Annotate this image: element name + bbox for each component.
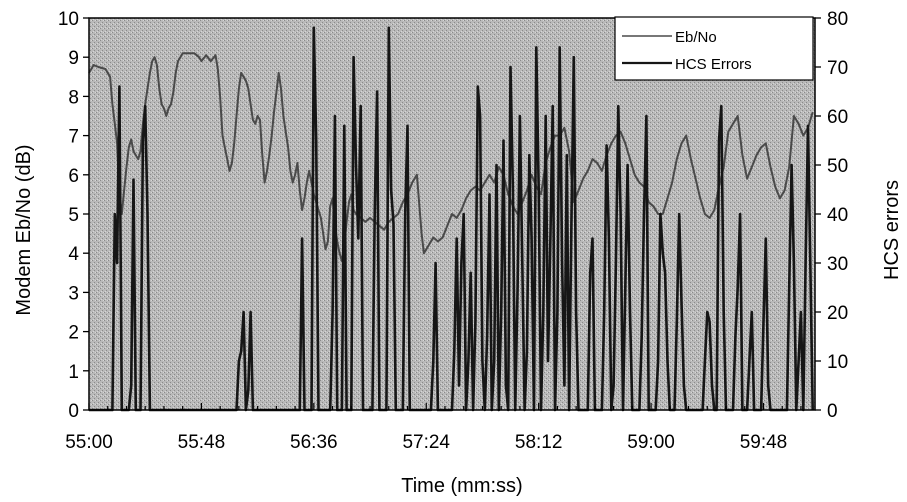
x-tick-label: 59:00: [627, 432, 675, 453]
left-y-tick-label: 5: [68, 205, 79, 226]
legend-box: [614, 16, 814, 81]
x-tick-label: 56:36: [290, 432, 338, 453]
legend: Eb/No HCS Errors: [614, 16, 814, 81]
left-y-axis: 0 1 2 3 4 5 6 7 8 9 10: [58, 9, 89, 422]
right-y-tick-label: 70: [827, 58, 848, 79]
x-tick-label: 58:12: [515, 432, 563, 453]
right-y-tick-label: 30: [827, 254, 848, 275]
series-hcs-errors: [89, 26, 814, 412]
x-axis: 55:00 55:48 56:36 57:24 58:12 59:00 59:48: [65, 403, 802, 453]
left-y-tick-label: 0: [68, 401, 79, 422]
left-y-tick-label: 8: [68, 87, 79, 108]
right-y-tick-label: 60: [827, 107, 848, 128]
right-y-tick-label: 0: [827, 401, 838, 422]
left-y-tick-label: 9: [68, 48, 79, 69]
series-line-hcs-errors: [89, 26, 814, 412]
right-y-tick-label: 50: [827, 156, 848, 177]
left-y-tick-label: 4: [68, 244, 79, 265]
right-y-axis: 0 10 20 30 40 50 60 70 80: [815, 9, 848, 422]
legend-label-eb-no: Eb/No: [675, 29, 717, 46]
x-tick-label: 55:00: [65, 432, 113, 453]
left-y-tick-label: 3: [68, 283, 79, 304]
left-y-tick-label: 2: [68, 323, 79, 344]
right-y-tick-label: 80: [827, 9, 848, 30]
left-y-tick-label: 7: [68, 127, 79, 148]
left-y-tick-label: 10: [58, 9, 79, 30]
left-y-tick-label: 1: [68, 362, 79, 383]
right-y-tick-label: 40: [827, 205, 848, 226]
left-y-tick-label: 6: [68, 166, 79, 187]
right-y-tick-label: 20: [827, 303, 848, 324]
legend-label-hcs-errors: HCS Errors: [675, 56, 752, 73]
x-tick-label: 59:48: [740, 432, 788, 453]
x-tick-label: 57:24: [402, 432, 450, 453]
y2-axis-title: HCS errors: [881, 180, 903, 280]
x-tick-label: 55:48: [178, 432, 226, 453]
right-y-tick-label: 10: [827, 352, 848, 373]
y-axis-title: Modem Eb/No (dB): [13, 144, 35, 315]
x-axis-title: Time (mm:ss): [401, 475, 522, 497]
